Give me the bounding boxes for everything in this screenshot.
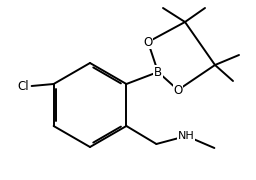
Text: O: O — [173, 84, 183, 96]
Text: Cl: Cl — [18, 80, 29, 93]
Text: NH: NH — [178, 131, 195, 141]
Text: O: O — [143, 35, 153, 48]
Text: B: B — [154, 66, 162, 78]
